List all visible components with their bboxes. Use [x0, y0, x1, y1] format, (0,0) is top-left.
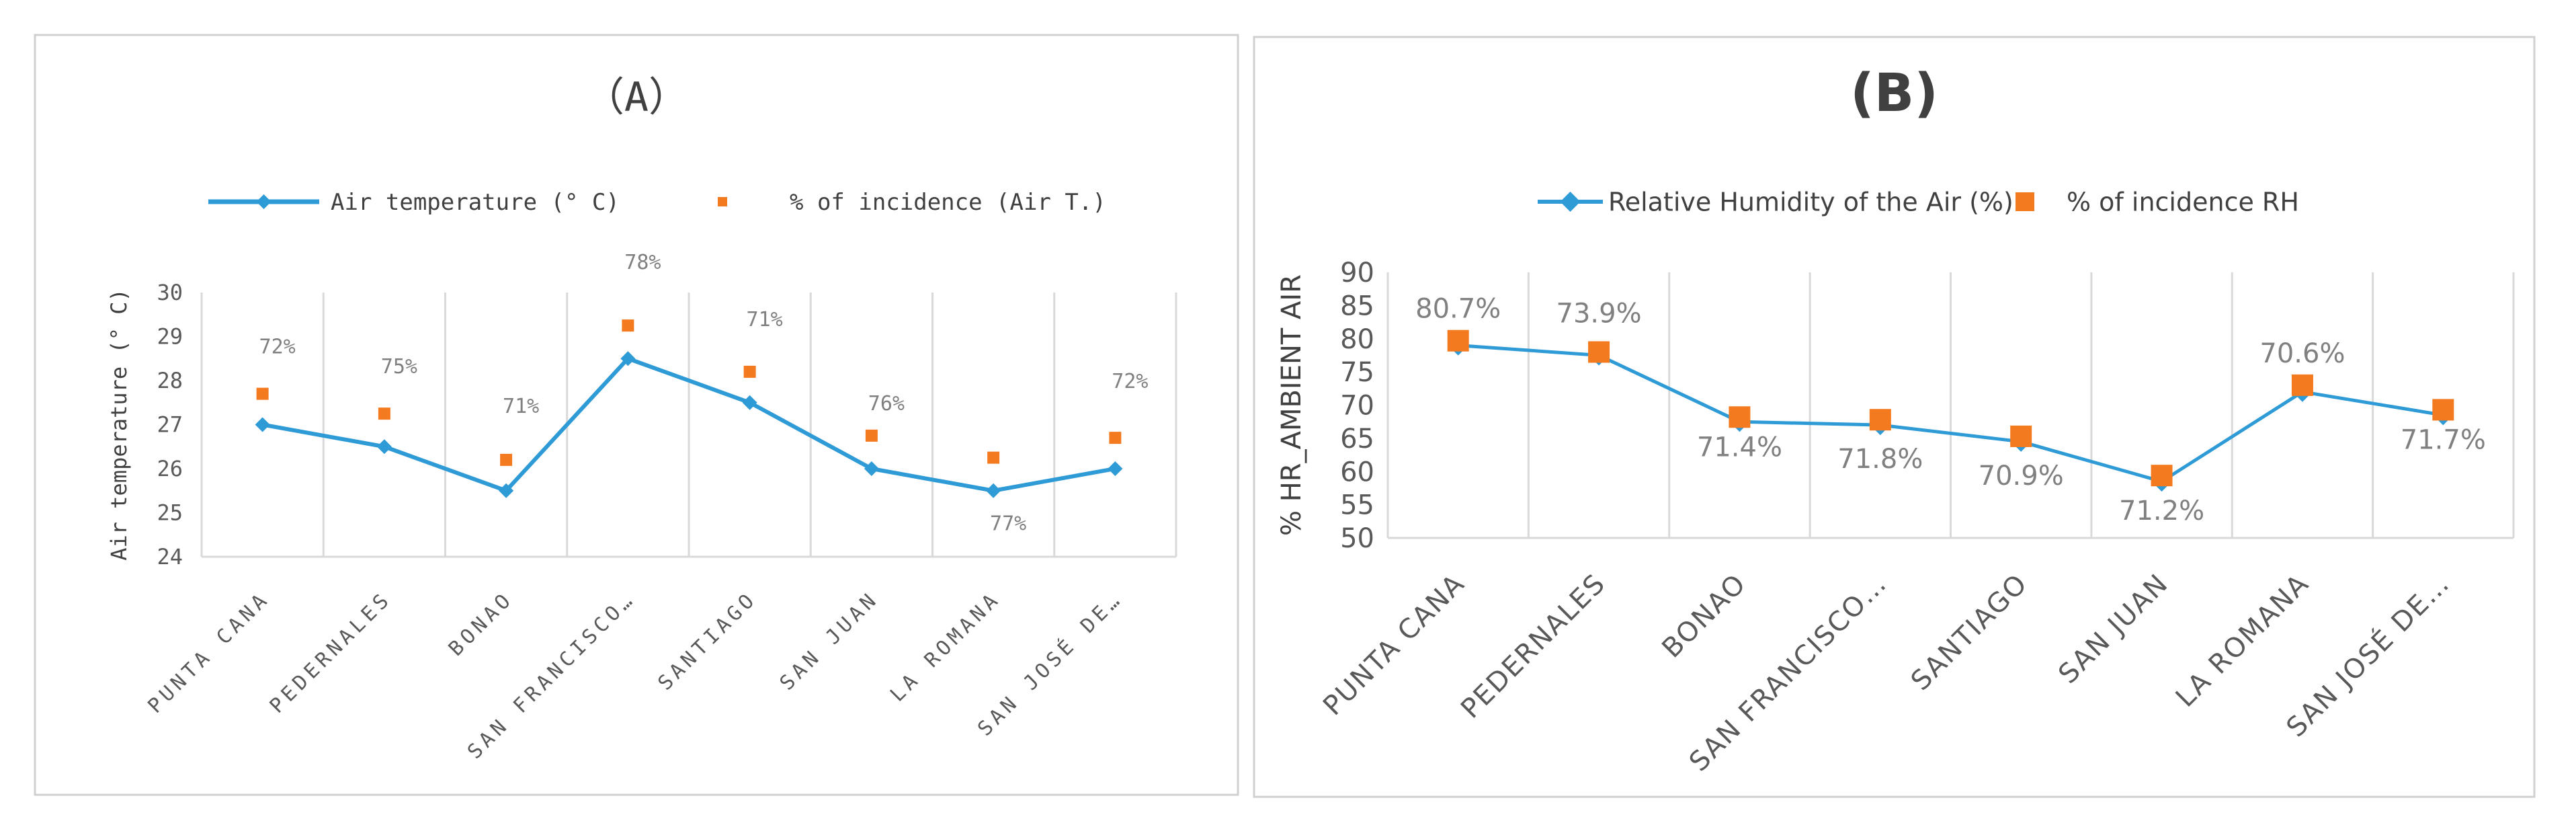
y-tick-label: 26: [157, 456, 183, 481]
y-tick-label: 55: [1340, 490, 1374, 521]
legend: Air temperature (° C) % of incidence (Air…: [208, 189, 1106, 216]
legend-label-series-1: Air temperature (° C): [331, 189, 620, 216]
y-tick-label: 50: [1340, 523, 1374, 554]
y-tick-label: 60: [1340, 457, 1374, 488]
data-label: 71%: [747, 308, 783, 332]
legend-label-series-2: % of incidence (Air T.): [790, 189, 1106, 216]
y-axis-title: % HR_AMBIENT AIR: [1276, 274, 1307, 536]
data-label: 71.4%: [1697, 432, 1782, 463]
y-tick-label: 29: [157, 324, 183, 350]
series-line-air-temperature: [262, 356, 1116, 493]
incidence-point-marker: [378, 407, 390, 420]
legend-square-marker: [718, 197, 727, 206]
y-tick-label: 85: [1340, 290, 1374, 321]
legend-square-marker: [2016, 192, 2034, 211]
y-axis-title: Air temperature (° C): [106, 288, 132, 561]
data-label: 70.9%: [1979, 461, 2064, 492]
line-point-marker: [1108, 461, 1123, 476]
panel-border: [34, 34, 1239, 796]
legend-diamond-marker: [1560, 192, 1581, 212]
data-label: 71%: [503, 395, 539, 418]
incidence-point-marker: [743, 365, 756, 378]
data-label: 77%: [990, 512, 1026, 536]
line-point-marker: [620, 351, 636, 366]
incidence-point-marker: [500, 453, 513, 466]
y-tick-label: 65: [1340, 424, 1374, 455]
y-tick-label: 80: [1340, 324, 1374, 355]
incidence-point-marker: [2010, 425, 2032, 447]
data-label: 70.6%: [2259, 338, 2345, 369]
legend-label-series-1: Relative Humidity of the Air (%): [1608, 187, 2013, 217]
incidence-point-marker: [1729, 406, 1751, 428]
line-point-marker: [376, 439, 392, 455]
line-point-marker: [742, 395, 757, 410]
legend-diamond-marker: [256, 194, 272, 209]
incidence-point-marker: [2291, 374, 2313, 396]
panel-border: [1253, 36, 2536, 798]
y-tick-label: 90: [1340, 258, 1374, 288]
legend-label-series-2: % of incidence RH: [2067, 187, 2299, 217]
chart-title: （A）: [584, 74, 689, 121]
y-tick-label: 25: [157, 500, 183, 526]
incidence-point-marker: [2151, 465, 2173, 487]
data-label: 73.9%: [1556, 299, 1642, 329]
line-point-marker: [499, 483, 514, 498]
line-point-marker: [864, 461, 879, 476]
line-point-marker: [986, 483, 1001, 498]
data-label: 72%: [259, 336, 296, 359]
incidence-point-marker: [2432, 399, 2454, 421]
y-tick-label: 24: [157, 544, 183, 570]
data-label: 76%: [868, 392, 905, 416]
chart-panel-a: （A） Air temperature (° C) % of incidence (…: [34, 34, 1239, 796]
incidence-point-marker: [1588, 341, 1610, 363]
incidence-point-marker: [987, 451, 1000, 464]
y-tick-label: 27: [157, 412, 183, 438]
y-tick-label: 30: [157, 280, 183, 305]
data-label: 71.2%: [2119, 496, 2204, 526]
incidence-point-marker: [865, 429, 878, 442]
incidence-point-marker: [622, 319, 634, 332]
data-label: 71.7%: [2401, 424, 2486, 455]
data-label: 78%: [624, 251, 661, 274]
incidence-point-marker: [1869, 409, 1891, 431]
data-label: 80.7%: [1415, 294, 1501, 325]
chart-panel-b: (B) Relative Humidity of the Air (%) % of …: [1253, 36, 2536, 798]
data-label: 72%: [1112, 370, 1148, 393]
legend: Relative Humidity of the Air (%) % of inc…: [1538, 187, 2299, 217]
data-label: 71.8%: [1837, 444, 1923, 475]
series-line-relative-humidity: [1458, 344, 2444, 483]
data-label: 75%: [381, 355, 417, 379]
incidence-point-marker: [1109, 432, 1122, 444]
incidence-point-marker: [256, 387, 269, 400]
y-tick-label: 70: [1340, 391, 1374, 422]
incidence-point-marker: [1447, 329, 1469, 352]
chart-title: (B): [1850, 63, 1938, 124]
line-point-marker: [255, 417, 270, 432]
y-tick-label: 75: [1340, 357, 1374, 388]
y-tick-label: 28: [157, 368, 183, 393]
